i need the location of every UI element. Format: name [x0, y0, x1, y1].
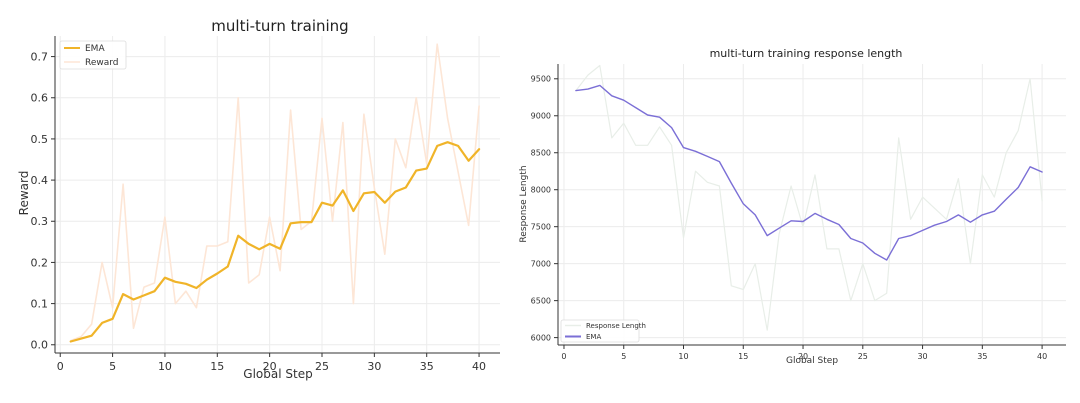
reward-chart-y-tick-label: 0.4 — [31, 174, 49, 187]
response-length-chart-x-tick-label: 15 — [738, 352, 748, 361]
response-length-chart-y-tick-label: 9000 — [531, 112, 551, 121]
reward-chart: multi-turn training 0 5 10 15 20 25 30 35 400.00… — [17, 17, 500, 381]
response-length-chart-series — [575, 64, 1043, 331]
response-length-chart-y-tick-label: 8500 — [531, 149, 551, 158]
reward-chart-axes — [54, 36, 500, 354]
response-length-chart-x-tick-label: 0 — [561, 352, 566, 361]
response-length-chart-y-tick-label: 9500 — [531, 75, 551, 84]
response-length-chart-x-tick-label: 40 — [1037, 352, 1047, 361]
reward-chart-y-tick-label: 0.3 — [31, 215, 49, 228]
reward-chart-y-tick-label: 0.6 — [31, 92, 49, 105]
reward-chart-series-reward — [69, 43, 480, 342]
response-length-chart-x-tick-label: 5 — [621, 352, 626, 361]
reward-chart-y-tick-label: 0.2 — [31, 256, 49, 269]
response-length-chart-y-tick-label: 7500 — [531, 222, 551, 231]
response-length-chart-x-tick-label: 30 — [917, 352, 927, 361]
response-length-chart-legend-label: EMA — [586, 333, 601, 341]
reward-chart-x-tick-label: 35 — [420, 360, 434, 373]
reward-chart-series-ema — [69, 141, 481, 343]
response-length-chart-x-tick-label: 35 — [977, 352, 987, 361]
response-length-chart-axes — [557, 64, 1066, 346]
response-length-chart-x-tick-label: 20 — [798, 352, 808, 361]
reward-chart-x-tick-label: 0 — [57, 360, 64, 373]
reward-chart-x-tick-label: 30 — [367, 360, 381, 373]
reward-chart-title: multi-turn training — [211, 17, 348, 35]
response-length-chart-x-tick-label: 10 — [678, 352, 688, 361]
response-length-chart-y-tick-label: 7000 — [531, 259, 551, 268]
response-length-chart-y-tick-label: 6000 — [531, 333, 551, 342]
reward-chart-y-tick-label: 0.5 — [31, 133, 49, 146]
reward-chart-x-tick-label: 25 — [315, 360, 329, 373]
reward-chart-y-tick-label: 0.1 — [31, 297, 49, 310]
reward-chart-x-tick-label: 15 — [210, 360, 224, 373]
response-length-chart-x-tick-label: 25 — [858, 352, 868, 361]
response-length-chart-y-tick-label: 8000 — [531, 186, 551, 195]
response-length-chart-series-ema — [575, 84, 1043, 261]
response-length-chart-title: multi-turn training response length — [710, 47, 903, 60]
response-length-chart-ylabel: Response Length — [519, 165, 529, 242]
reward-chart-y-tick-label: 0.7 — [31, 50, 49, 63]
response-length-chart-series-response-length — [575, 64, 1043, 331]
reward-chart-ticks: 0 5 10 15 20 25 30 35 40 0.0 0.1 0.2 0.3 0.4 0.5 0.6 0.7 — [31, 50, 487, 373]
reward-chart-legend-label: EMA — [85, 44, 105, 54]
response-length-chart-y-tick-label: 6500 — [531, 296, 551, 305]
response-length-chart-xlabel: Global Step — [786, 356, 838, 366]
reward-chart-xlabel: Global Step — [243, 367, 312, 381]
reward-chart-x-tick-label: 5 — [109, 360, 116, 373]
response-length-chart-legend: Response Length EMA — [560, 319, 646, 343]
reward-chart-series — [69, 43, 481, 343]
response-length-chart-grid — [558, 64, 1066, 345]
reward-chart-legend-label: Reward — [85, 58, 119, 68]
reward-chart-ylabel: Reward — [17, 171, 31, 216]
response-length-chart: multi-turn training response length 0 5 10… — [519, 47, 1066, 366]
reward-chart-x-tick-label: 20 — [263, 360, 277, 373]
response-length-chart-legend-label: Response Length — [586, 322, 646, 330]
response-length-chart-ticks: 0 5 10 15 20 25 30 35 40 6000 6500 7000 7500 8000 8500… — [531, 75, 1048, 361]
reward-chart-x-tick-label: 40 — [472, 360, 486, 373]
reward-chart-x-tick-label: 10 — [158, 360, 172, 373]
reward-chart-legend: EMA Reward — [59, 40, 127, 70]
reward-chart-y-tick-label: 0.0 — [31, 339, 49, 352]
